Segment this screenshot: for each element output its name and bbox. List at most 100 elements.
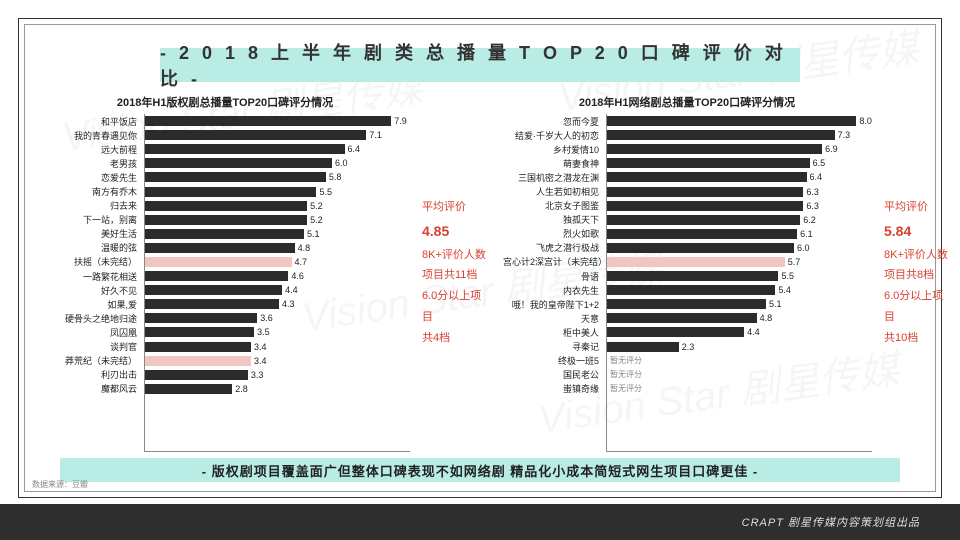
bar-wrap: 5.5 bbox=[607, 269, 872, 283]
bar-row: 天意4.8 bbox=[607, 311, 872, 325]
bar-row: 终极一班5暂无评分 bbox=[607, 354, 872, 368]
bar-label: 南方有乔木 bbox=[41, 185, 141, 198]
bar bbox=[607, 201, 803, 211]
bar-label: 和平饭店 bbox=[41, 115, 141, 128]
stat-value: 4.85 bbox=[422, 218, 492, 245]
bar-row: 宫心计2深宫计（未完结）5.7 bbox=[607, 255, 872, 269]
bar-label: 下一站，别离 bbox=[41, 213, 141, 226]
bar bbox=[145, 172, 326, 182]
stat-label: 共10档 bbox=[884, 328, 954, 349]
bar-row: 独孤天下6.2 bbox=[607, 213, 872, 227]
right-chart-bars: 忽而今夏8.0结爱·千岁大人的初恋7.3乡村爱情106.9萌妻食神6.5三国机密… bbox=[606, 114, 872, 452]
bar-label: 寻秦记 bbox=[503, 340, 603, 353]
bar-label: 美好生活 bbox=[41, 227, 141, 240]
bar-label: 哦！我的皇帝陛下1+2 bbox=[503, 298, 603, 311]
bar bbox=[607, 172, 807, 182]
bar-label: 老男孩 bbox=[41, 157, 141, 170]
bar-row: 老男孩6.0 bbox=[145, 156, 410, 170]
bar-value: 6.4 bbox=[348, 144, 361, 154]
bar-value: 4.8 bbox=[298, 243, 311, 253]
data-source: 数据来源：豆瓣 bbox=[32, 479, 88, 490]
bar-value: 7.1 bbox=[369, 130, 382, 140]
bar-label: 扶摇（未完结） bbox=[41, 255, 141, 268]
bar-label: 莽荒纪（未完结） bbox=[41, 354, 141, 367]
bar-value: 5.5 bbox=[319, 187, 332, 197]
bar-row: 蚩镇奇缘暂无评分 bbox=[607, 382, 872, 396]
bar-label: 飞虎之潜行极战 bbox=[503, 241, 603, 254]
bar-value: 3.6 bbox=[260, 313, 273, 323]
bar-label: 骨语 bbox=[503, 270, 603, 283]
bar-row: 寻秦记2.3 bbox=[607, 340, 872, 354]
right-chart-title: 2018年H1网络剧总播量TOP20口碑评分情况 bbox=[502, 94, 872, 110]
bar-value: 2.3 bbox=[682, 342, 695, 352]
bar-label: 硬骨头之绝地归途 bbox=[41, 312, 141, 325]
bar-note: 暂无评分 bbox=[610, 383, 642, 394]
bar-wrap: 6.5 bbox=[607, 156, 872, 170]
bar bbox=[607, 342, 679, 352]
bar-wrap: 4.4 bbox=[607, 325, 872, 339]
bar-label: 蚩镇奇缘 bbox=[503, 382, 603, 395]
stat-label: 项目共11档 bbox=[422, 265, 492, 286]
bar-label: 终极一班5 bbox=[503, 354, 603, 367]
bar-value: 3.5 bbox=[257, 327, 270, 337]
bar-value: 4.3 bbox=[282, 299, 295, 309]
bar-value: 7.3 bbox=[838, 130, 851, 140]
bar-wrap: 4.3 bbox=[145, 297, 410, 311]
bar bbox=[145, 313, 257, 323]
bar-label: 归去来 bbox=[41, 199, 141, 212]
bottom-summary-bar: - 版权剧项目覆盖面广但整体口碑表现不如网络剧 精品化小成本简短式网生项目口碑更… bbox=[60, 458, 900, 482]
bar-row: 一路繁花相送4.6 bbox=[145, 269, 410, 283]
bar-wrap: 7.9 bbox=[145, 114, 410, 128]
bar bbox=[607, 229, 797, 239]
bar-value: 3.4 bbox=[254, 356, 267, 366]
bar-wrap: 6.9 bbox=[607, 142, 872, 156]
bar-wrap: 4.4 bbox=[145, 283, 410, 297]
bar-note: 暂无评分 bbox=[610, 369, 642, 380]
bar-label: 远大前程 bbox=[41, 143, 141, 156]
left-stats: 平均评价4.858K+评价人数项目共11档6.0分以上项目共4档 bbox=[420, 94, 492, 452]
bar-wrap: 3.3 bbox=[145, 368, 410, 382]
bar bbox=[145, 342, 251, 352]
bar-wrap: 2.3 bbox=[607, 340, 872, 354]
bar-wrap: 5.5 bbox=[145, 184, 410, 198]
bar bbox=[145, 285, 282, 295]
bar-label: 北京女子图鉴 bbox=[503, 199, 603, 212]
bar-row: 远大前程6.4 bbox=[145, 142, 410, 156]
bar bbox=[607, 243, 794, 253]
bar-value: 5.1 bbox=[769, 299, 782, 309]
bar bbox=[145, 356, 251, 366]
bar-value: 5.1 bbox=[307, 229, 320, 239]
bar-value: 5.2 bbox=[310, 201, 323, 211]
bar-label: 谈判官 bbox=[41, 340, 141, 353]
bar-value: 3.3 bbox=[251, 370, 264, 380]
bar-wrap: 5.1 bbox=[607, 297, 872, 311]
bar-wrap: 7.3 bbox=[607, 128, 872, 142]
bar-row: 莽荒纪（未完结）3.4 bbox=[145, 354, 410, 368]
bottom-summary: - 版权剧项目覆盖面广但整体口碑表现不如网络剧 精品化小成本简短式网生项目口碑更… bbox=[202, 461, 759, 480]
bar bbox=[145, 158, 332, 168]
bar bbox=[607, 257, 785, 267]
bar-wrap: 4.8 bbox=[145, 241, 410, 255]
charts-container: 2018年H1版权剧总播量TOP20口碑评分情况 和平饭店7.9我的青春遇见你7… bbox=[40, 94, 920, 452]
bar-wrap: 5.7 bbox=[607, 255, 872, 269]
bar-value: 6.3 bbox=[806, 187, 819, 197]
bar-label: 柜中美人 bbox=[503, 326, 603, 339]
bar-row: 萌妻食神6.5 bbox=[607, 156, 872, 170]
bar bbox=[145, 271, 288, 281]
stat-label: 平均评价 bbox=[884, 197, 954, 218]
bar-row: 恋爱先生5.8 bbox=[145, 170, 410, 184]
bar-label: 萌妻食神 bbox=[503, 157, 603, 170]
bar-value: 4.4 bbox=[285, 285, 298, 295]
bar-wrap: 3.4 bbox=[145, 354, 410, 368]
bar bbox=[145, 327, 254, 337]
stat-label: 8K+评价人数 bbox=[422, 245, 492, 266]
bar-value: 8.0 bbox=[859, 116, 872, 126]
bar-label: 好久不见 bbox=[41, 284, 141, 297]
bar-wrap: 2.8 bbox=[145, 382, 410, 396]
bar-row: 骨语5.5 bbox=[607, 269, 872, 283]
bar-row: 硬骨头之绝地归途3.6 bbox=[145, 311, 410, 325]
bar bbox=[145, 229, 304, 239]
bar-wrap: 6.3 bbox=[607, 184, 872, 198]
bar-value: 6.3 bbox=[806, 201, 819, 211]
bar bbox=[607, 130, 835, 140]
